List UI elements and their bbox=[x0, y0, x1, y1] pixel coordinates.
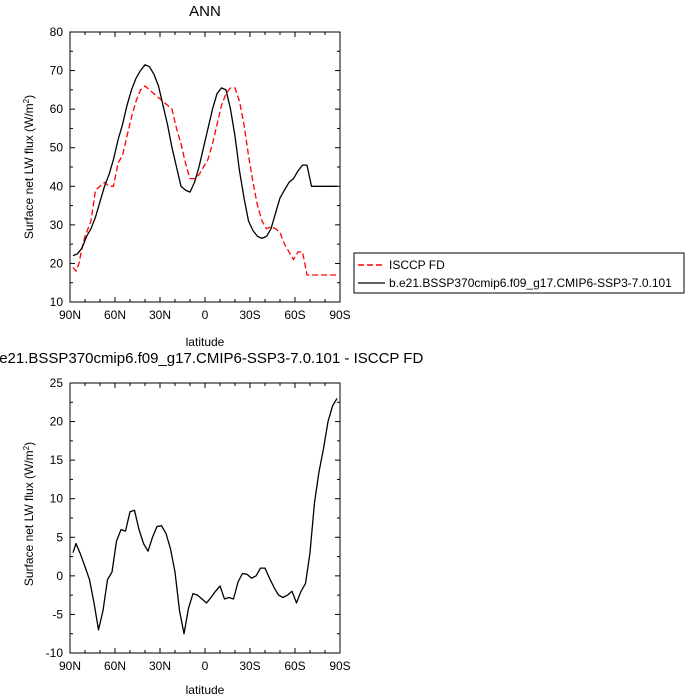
bottom-y-axis-label: Surface net LW flux (W/m2) bbox=[22, 442, 37, 586]
top-x-tick-label: 0 bbox=[202, 308, 209, 322]
bottom-axis-ticks: 90N 60N 30N 0 30S 60S 90S -10 -5 0 5 10 15 20 25 bbox=[46, 376, 351, 673]
bottom-x-axis-label: latitude bbox=[186, 683, 225, 697]
bottom-y-tick-label: 5 bbox=[56, 530, 63, 544]
top-x-axis-label: latitude bbox=[186, 335, 225, 349]
legend-box bbox=[353, 252, 685, 294]
legend: ISCCP FD b.e21.BSSP370cmip6.f09_g17.CMIP… bbox=[353, 252, 685, 294]
top-chart-title: ANN bbox=[189, 3, 221, 20]
bottom-y-tick-label: -10 bbox=[46, 646, 64, 660]
top-y-tick-label: 70 bbox=[50, 64, 64, 78]
top-y-tick-label: 40 bbox=[50, 179, 64, 193]
top-y-tick-label: 30 bbox=[50, 218, 64, 232]
top-x-tick-label: 30S bbox=[239, 308, 260, 322]
bottom-y-tick-label: 0 bbox=[56, 569, 63, 583]
bottom-y-tick-label: 20 bbox=[50, 415, 64, 429]
top-x-tick-label: 90N bbox=[59, 308, 81, 322]
bottom-y-tick-label: 25 bbox=[50, 376, 64, 390]
top-y-tick-label: 60 bbox=[50, 102, 64, 116]
bottom-x-tick-label: 30S bbox=[239, 659, 260, 673]
top-x-tick-label: 60N bbox=[104, 308, 126, 322]
top-y-axis-label: Surface net LW flux (W/m2) bbox=[22, 95, 37, 239]
bottom-x-tick-label: 30N bbox=[149, 659, 171, 673]
bottom-series-group bbox=[72, 398, 338, 635]
legend-label-isccp: ISCCP FD bbox=[389, 258, 445, 272]
bottom-chart-title: b.e21.BSSP370cmip6.f09_g17.CMIP6-SSP3-7.… bbox=[0, 350, 423, 367]
top-y-tick-label: 50 bbox=[50, 141, 64, 155]
top-series-group bbox=[72, 64, 337, 276]
bottom-y-tick-label: -5 bbox=[52, 607, 63, 621]
bottom-x-tick-label: 90S bbox=[329, 659, 350, 673]
top-x-tick-label: 90S bbox=[329, 308, 350, 322]
top-axis-ticks: 90N 60N 30N 0 30S 60S 90S 10 20 30 40 50 60 70 80 bbox=[50, 25, 351, 322]
bottom-x-tick-label: 90N bbox=[59, 659, 81, 673]
top-plot-frame bbox=[69, 31, 341, 303]
top-panel: ANN Surface net LW flux (W/m2) latitude … bbox=[22, 3, 351, 349]
bottom-x-tick-label: 60N bbox=[104, 659, 126, 673]
top-y-tick-label: 20 bbox=[50, 256, 64, 270]
top-y-tick-label: 80 bbox=[50, 25, 64, 39]
top-y-tick-label: 10 bbox=[50, 295, 64, 309]
bottom-x-tick-label: 0 bbox=[202, 659, 209, 673]
bottom-panel: b.e21.BSSP370cmip6.f09_g17.CMIP6-SSP3-7.… bbox=[0, 350, 423, 697]
bottom-x-tick-label: 60S bbox=[284, 659, 305, 673]
bottom-plot-frame bbox=[69, 382, 341, 654]
top-series-line-0 bbox=[72, 85, 337, 276]
top-x-tick-label: 60S bbox=[284, 308, 305, 322]
top-x-tick-label: 30N bbox=[149, 308, 171, 322]
top-series-line-1 bbox=[72, 64, 337, 257]
bottom-series-line-0 bbox=[72, 398, 338, 635]
bottom-y-tick-label: 10 bbox=[50, 492, 64, 506]
bottom-y-tick-label: 15 bbox=[50, 453, 64, 467]
legend-label-model: b.e21.BSSP370cmip6.f09_g17.CMIP6-SSP3-7.… bbox=[389, 276, 672, 290]
